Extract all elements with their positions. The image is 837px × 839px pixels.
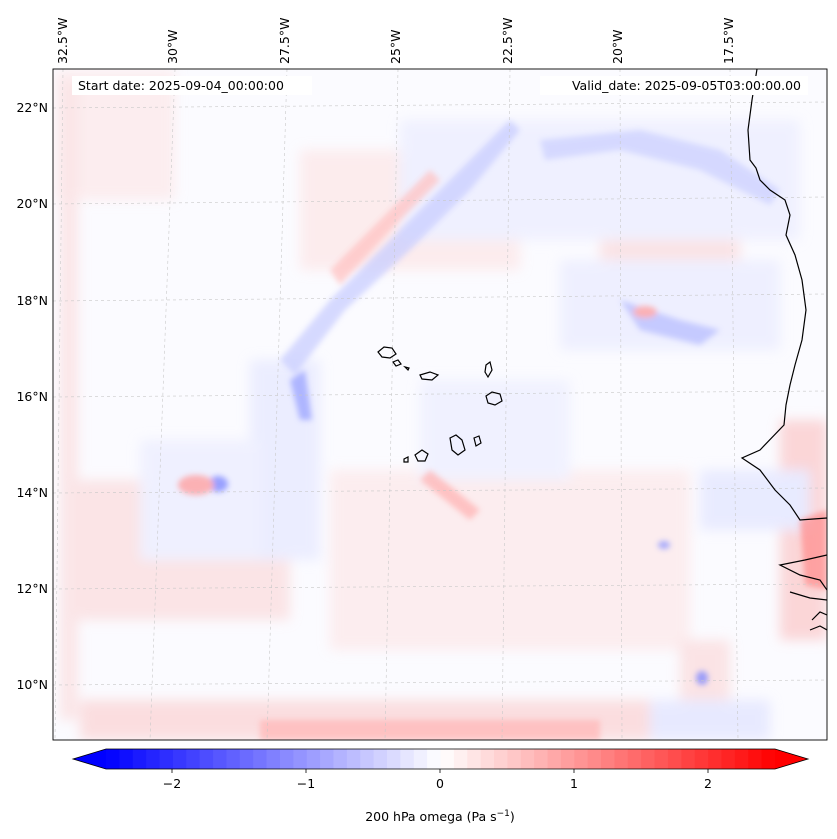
colorbar-cell <box>373 749 388 769</box>
lon-label: 30°W <box>165 29 180 64</box>
colorbar-cell <box>641 749 656 769</box>
colorbar-cell <box>413 749 428 769</box>
lon-label: 27.5°W <box>277 18 292 64</box>
start-date-box <box>72 76 312 95</box>
colorbar-cell <box>146 749 161 769</box>
lon-label: 22.5°W <box>500 18 515 64</box>
colorbar-ticks <box>171 769 709 773</box>
colorbar-cell <box>293 749 308 769</box>
colorbar-cell <box>213 749 228 769</box>
colorbar-cell <box>761 749 776 769</box>
lon-label: 25°W <box>388 29 403 64</box>
graticule <box>53 69 827 740</box>
lat-label: 14°N <box>16 485 48 500</box>
colorbar-cell <box>279 749 294 769</box>
colorbar-cell <box>306 749 321 769</box>
colorbar-tick-label: 0 <box>436 776 444 791</box>
lat-label: 20°N <box>16 196 48 211</box>
colorbar-cell <box>574 749 589 769</box>
map-border <box>52 68 828 741</box>
colorbar-cell <box>534 749 549 769</box>
colorbar-label: 200 hPa omega (Pa s−1) <box>365 809 515 824</box>
valid-date-box <box>540 76 808 95</box>
colorbar-cell <box>453 749 468 769</box>
colorbar-cell <box>253 749 268 769</box>
colorbar-cell <box>520 749 535 769</box>
lat-label: 18°N <box>16 293 48 308</box>
colorbar-cell <box>226 749 241 769</box>
colorbar-extend-max <box>775 749 808 769</box>
colorbar-cell <box>601 749 616 769</box>
start-date-label: Start date: 2025-09-04_00:00:00 <box>78 78 284 93</box>
lat-label: 10°N <box>16 677 48 692</box>
colorbar-cell <box>346 749 361 769</box>
colorbar-cell <box>681 749 696 769</box>
lon-label: 32.5°W <box>55 18 70 64</box>
colorbar-tick-label: 2 <box>704 776 712 791</box>
colorbar-cell <box>159 749 174 769</box>
lat-label: 16°N <box>16 389 48 404</box>
colorbar-outline <box>71 748 810 770</box>
colorbar-cell <box>400 749 415 769</box>
valid-date-label: Valid_date: 2025-09-05T03:00:00.00 <box>572 78 801 93</box>
lat-label: 22°N <box>16 100 48 115</box>
colorbar-cell <box>132 749 147 769</box>
colorbar-cell <box>266 749 281 769</box>
cape-verde-islands <box>377 346 503 463</box>
coastline <box>740 69 827 631</box>
colorbar-cell <box>427 749 442 769</box>
colorbar-tick-label: −2 <box>163 776 181 791</box>
colorbar-tick-label: 1 <box>570 776 578 791</box>
colorbar-cell <box>119 749 134 769</box>
colorbar-cell <box>694 749 709 769</box>
colorbar-cell <box>199 749 214 769</box>
colorbar-cell <box>560 749 575 769</box>
colorbar-cell <box>667 749 682 769</box>
colorbar-cell <box>734 749 749 769</box>
lat-label: 12°N <box>16 581 48 596</box>
colorbar-cell <box>386 749 401 769</box>
colorbar-cells <box>106 749 776 769</box>
colorbar-cell <box>333 749 348 769</box>
lon-label: 17.5°W <box>721 18 736 64</box>
colorbar-cell <box>186 749 201 769</box>
colorbar-cell <box>507 749 522 769</box>
colorbar-cell <box>106 749 120 769</box>
lon-label: 20°W <box>610 29 625 64</box>
colorbar-cell <box>239 749 254 769</box>
colorbar-cell <box>467 749 482 769</box>
colorbar-cell <box>587 749 602 769</box>
colorbar-cell <box>708 749 723 769</box>
colorbar-cell <box>547 749 562 769</box>
colorbar-cell <box>494 749 508 769</box>
colorbar-cell <box>480 749 495 769</box>
colorbar-cell <box>654 749 669 769</box>
colorbar: −2 −1 0 1 2 200 hPa omega (Pa s−1) <box>71 748 810 824</box>
colorbar-cell <box>172 749 187 769</box>
colorbar-cell <box>748 749 763 769</box>
colorbar-cell <box>721 749 736 769</box>
colorbar-cell <box>440 749 455 769</box>
colorbar-extend-min <box>73 749 106 769</box>
latitude-labels: 22°N 20°N 18°N 16°N 14°N 12°N 10°N <box>16 100 48 692</box>
colorbar-cell <box>627 749 642 769</box>
omega-field <box>55 70 827 740</box>
colorbar-cell <box>360 749 375 769</box>
colorbar-tick-label: −1 <box>297 776 315 791</box>
colorbar-cell <box>614 749 629 769</box>
colorbar-cell <box>320 749 335 769</box>
longitude-labels: 32.5°W 30°W 27.5°W 25°W 22.5°W 20°W 17.5… <box>55 18 736 64</box>
